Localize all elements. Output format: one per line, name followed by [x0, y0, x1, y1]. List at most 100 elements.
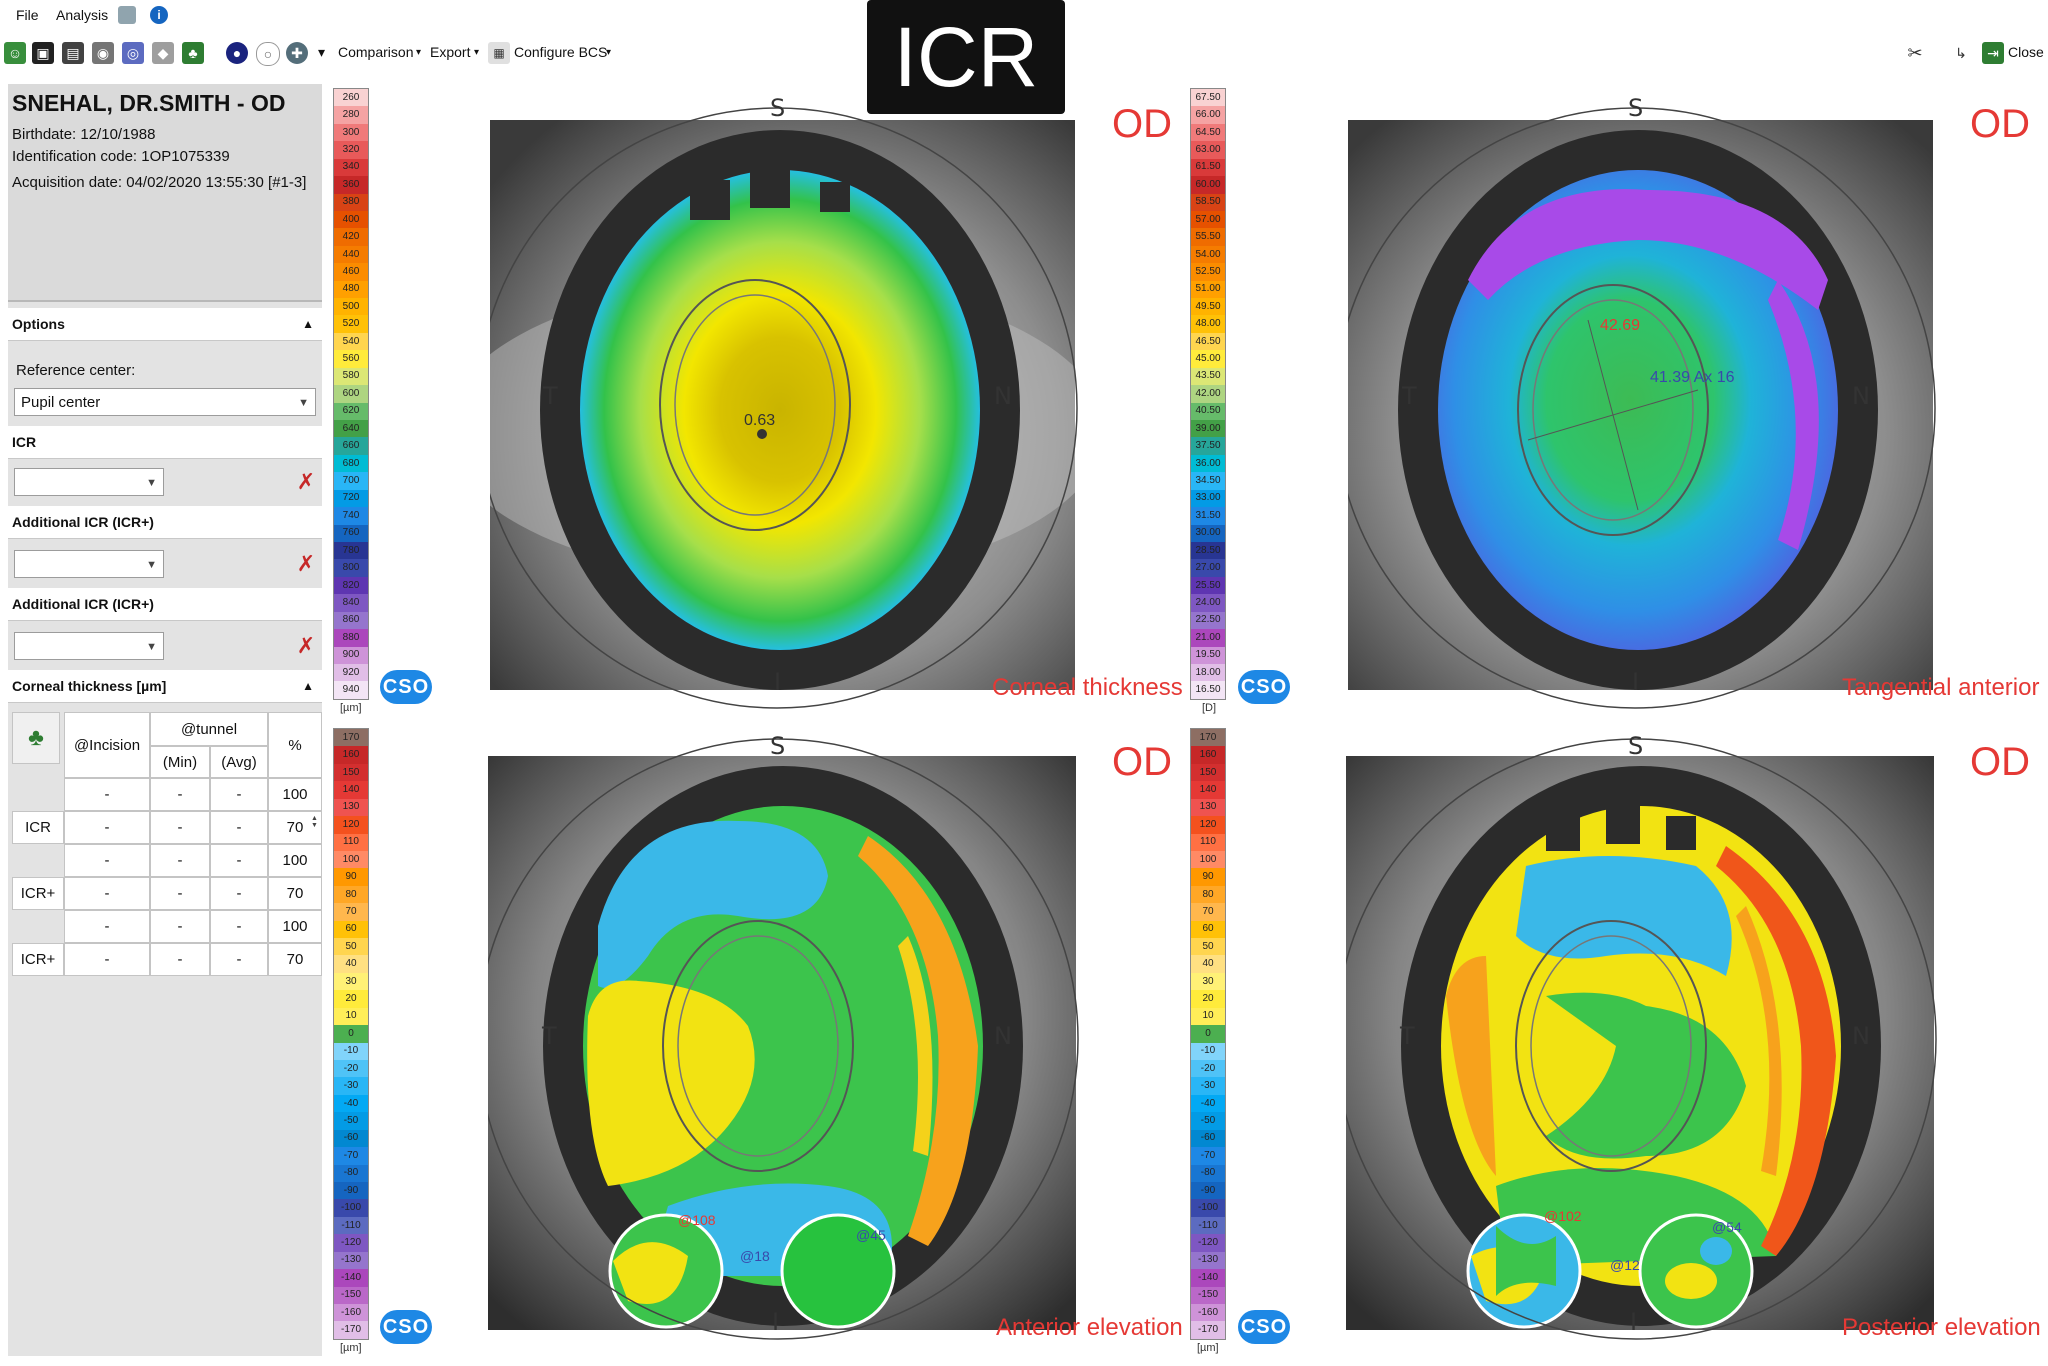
avg-value: -	[210, 811, 268, 844]
scale-step: 40.50	[1191, 402, 1225, 421]
scale-step: -30	[334, 1077, 368, 1095]
scale-step: -80	[334, 1164, 368, 1182]
menu-file[interactable]: File	[16, 7, 39, 23]
screen-icon[interactable]: ▣	[32, 42, 54, 64]
posterior-mark-b: @12	[1610, 1257, 1640, 1273]
scale-step: 67.50	[1191, 89, 1225, 107]
scale-step: 50	[1191, 938, 1225, 956]
nasal-label: N	[994, 382, 1012, 410]
exit-icon[interactable]: ⇥	[1982, 42, 2004, 64]
additional-icr-select-2[interactable]: ▼	[14, 632, 164, 660]
comparison-menu[interactable]: Comparison	[338, 44, 414, 60]
chevron-down-icon: ▼	[146, 559, 157, 571]
tangential-unit: [D]	[1202, 702, 1217, 714]
additional-icr-select-1[interactable]: ▼	[14, 550, 164, 578]
clear-additional-icr-1-icon[interactable]: ✗	[296, 551, 316, 576]
scale-step: 18.00	[1191, 663, 1225, 682]
scale-step: -70	[1191, 1147, 1225, 1165]
temporal-label: T	[1402, 382, 1417, 410]
scale-step: 140	[334, 781, 368, 799]
anterior-elevation-unit: [µm]	[340, 1342, 362, 1354]
thickness-color-scale: 260 280 300 320 340 360 380 400 420 440 460 480 500 5…	[333, 88, 369, 700]
scale-step: 30	[334, 972, 368, 991]
additional-icr-label-1: Additional ICR (ICR+)	[12, 514, 154, 530]
pct-value: 70	[268, 811, 322, 844]
scale-step: 120	[334, 816, 368, 834]
dropdown-arrow-icon[interactable]: ▾	[318, 44, 326, 60]
posterior-elevation-map[interactable]: @102 @12 @54	[1346, 756, 1934, 1330]
scale-step: -80	[1191, 1164, 1225, 1182]
scale-step: 28.50	[1191, 541, 1225, 560]
icr-banner: ICR	[867, 0, 1065, 114]
row-label: ICR	[12, 811, 64, 844]
min-value: -	[150, 778, 210, 811]
mode-icon[interactable]: ↳	[1950, 42, 1972, 64]
options-header[interactable]: Options ▲	[8, 308, 322, 341]
menu-analysis[interactable]: Analysis	[56, 7, 109, 23]
capture-icon[interactable]: ◉	[92, 42, 114, 64]
pct-stepper[interactable]: ▲▼	[311, 815, 318, 829]
scale-step: 45.00	[1191, 350, 1225, 368]
tree-icon[interactable]: ♣	[12, 712, 60, 764]
diamond-icon[interactable]: ◆	[152, 42, 174, 64]
scale-step: 27.00	[1191, 559, 1225, 577]
scale-step: 100	[334, 850, 368, 869]
incision-value: -	[64, 811, 150, 844]
scale-step: 680	[334, 454, 368, 473]
temporal-label: T	[1400, 1022, 1415, 1050]
scale-step: -20	[334, 1060, 368, 1078]
scale-step: -130	[1191, 1251, 1225, 1270]
close-button[interactable]: Close	[2008, 44, 2044, 60]
map-icon[interactable]: ◎	[122, 42, 144, 64]
scale-step: 360	[334, 176, 368, 194]
view-icon[interactable]	[118, 6, 136, 24]
scale-step: 540	[334, 332, 368, 351]
scale-step: 80	[334, 885, 368, 904]
patients-icon[interactable]: ☺	[4, 42, 26, 64]
reference-center-select[interactable]: Pupil center ▼	[14, 388, 316, 416]
configure-bcs-menu[interactable]: Configure BCS	[514, 44, 608, 60]
scale-step: 60	[334, 920, 368, 939]
scale-step: -170	[1191, 1321, 1225, 1339]
scale-step: 140	[1191, 781, 1225, 799]
target-icon[interactable]: ●	[226, 42, 248, 64]
compass-icon[interactable]: ✚	[286, 42, 308, 64]
clear-icr-icon[interactable]: ✗	[296, 469, 316, 494]
corneal-thickness-map-image: 0.63	[490, 120, 1075, 690]
info-icon[interactable]: i	[150, 6, 168, 24]
image-icon[interactable]: ▤	[62, 42, 84, 64]
additional-icr-label-2: Additional ICR (ICR+)	[12, 596, 154, 612]
configure-icon[interactable]: ▦	[488, 42, 510, 64]
corneal-thickness-header[interactable]: Corneal thickness [µm] ▲	[8, 670, 322, 703]
posterior-mark-c: @54	[1712, 1219, 1742, 1235]
scale-step: -120	[334, 1234, 368, 1252]
icr-section-header: ICR	[8, 426, 322, 459]
anterior-elevation-map[interactable]: @108 @18 @45	[488, 756, 1076, 1330]
pct-value: 100	[268, 844, 322, 877]
tools-icon[interactable]: ✂	[1904, 42, 1926, 64]
posterior-elevation-reticle	[1346, 738, 1937, 1340]
clear-additional-icr-2-icon[interactable]: ✗	[296, 633, 316, 658]
pct-value: 100	[268, 910, 322, 943]
scale-step: -70	[334, 1147, 368, 1165]
export-menu[interactable]: Export	[430, 44, 471, 60]
anterior-mark-c: @45	[856, 1227, 886, 1243]
corneal-thickness-map[interactable]: 0.63	[490, 120, 1075, 690]
scale-step: 800	[334, 559, 368, 577]
temporal-label: T	[543, 382, 558, 410]
icr-select[interactable]: ▼	[14, 468, 164, 496]
scale-step: 20	[1191, 990, 1225, 1008]
lens-icon[interactable]: ○	[256, 42, 280, 66]
tangential-anterior-map[interactable]: 42.69 41.39 Ax 16	[1348, 120, 1933, 690]
eye-side-label: OD	[1112, 102, 1172, 146]
min-value: -	[150, 910, 210, 943]
nasal-label: N	[994, 1022, 1012, 1050]
scale-step: -30	[1191, 1077, 1225, 1095]
scale-step: 740	[334, 507, 368, 525]
group-icon[interactable]: ♣	[182, 42, 204, 64]
scale-step: 55.50	[1191, 228, 1225, 246]
tunnel-header: @tunnel	[150, 712, 268, 746]
patient-name: SNEHAL, DR.SMITH - OD	[12, 90, 286, 116]
scale-step: 880	[334, 629, 368, 647]
scale-step: 380	[334, 193, 368, 211]
